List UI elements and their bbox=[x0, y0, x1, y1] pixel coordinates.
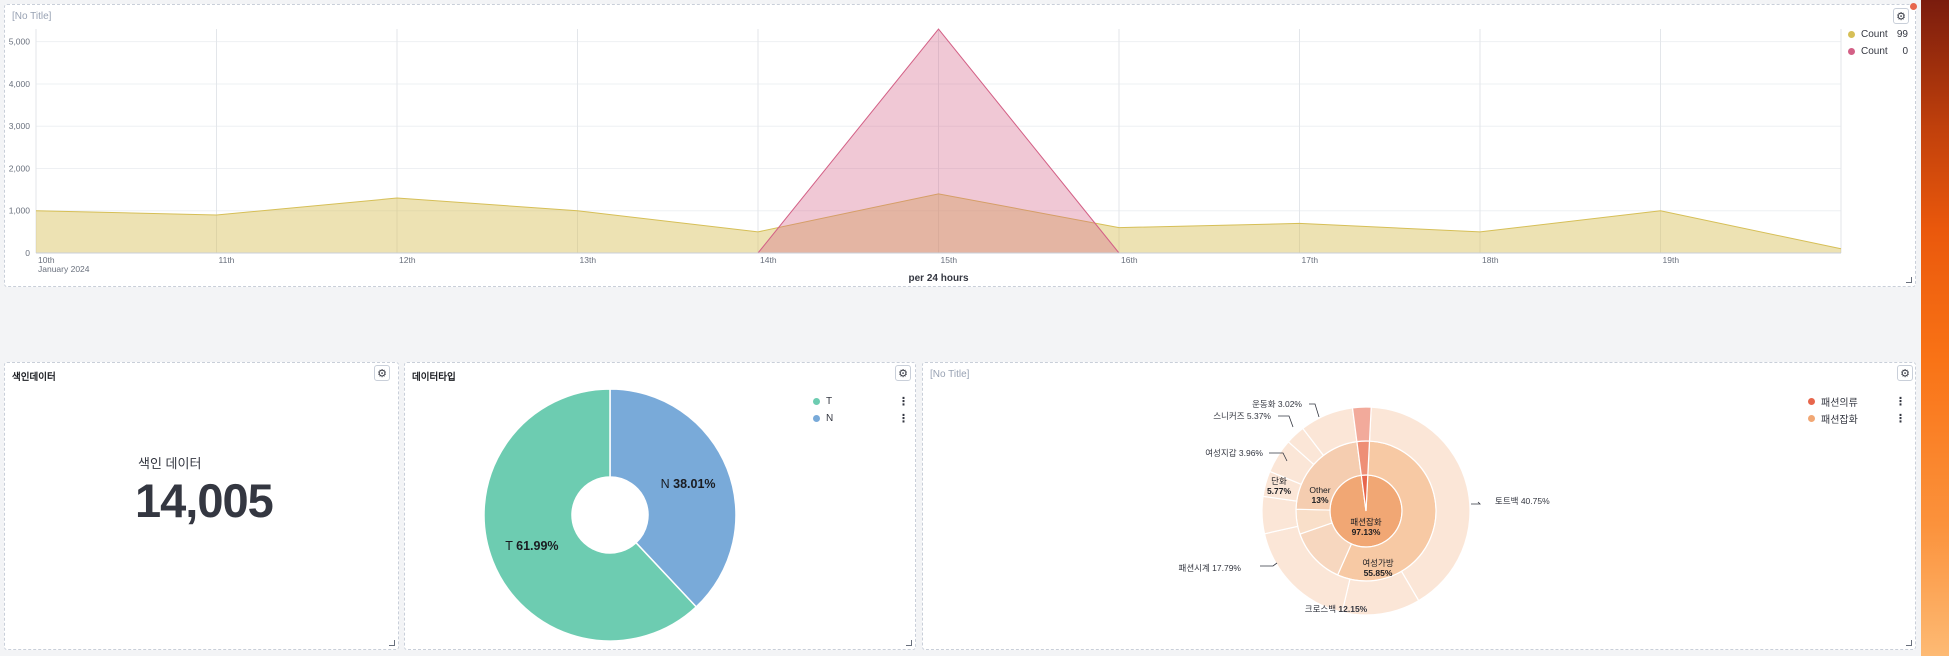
legend-label: T bbox=[826, 396, 833, 407]
resize-handle[interactable] bbox=[1906, 277, 1912, 283]
legend-dot bbox=[1808, 415, 1815, 422]
resize-handle[interactable] bbox=[1906, 640, 1912, 646]
sunburst-outer-label: 운동화 3.02% bbox=[1252, 399, 1302, 409]
desktop-wallpaper bbox=[1921, 0, 1949, 656]
x-tick-label: 16th bbox=[1121, 255, 1138, 265]
legend-item[interactable]: T ⋮ bbox=[813, 393, 909, 410]
panel-settings-gear-icon[interactable]: ⚙ bbox=[1893, 8, 1909, 24]
y-tick-label: 1,000 bbox=[9, 206, 31, 216]
legend-value: 0 bbox=[1902, 46, 1908, 57]
resize-handle[interactable] bbox=[906, 640, 912, 646]
legend-item[interactable]: Count 99 bbox=[1848, 26, 1908, 43]
donut-slice bbox=[609, 388, 737, 608]
series-line bbox=[757, 28, 1120, 254]
x-tick-label: 10th bbox=[38, 255, 55, 265]
legend-item[interactable]: Count 0 bbox=[1848, 43, 1908, 60]
metric-label: 색인 데이터 bbox=[138, 456, 202, 471]
y-tick-label: 0 bbox=[25, 248, 30, 258]
pie-panel: 데이터타입 ⚙ N 38.01% T 61.99% T ⋮ N ⋮ bbox=[404, 362, 916, 650]
legend-label: 패션잡화 bbox=[1821, 415, 1858, 426]
sunburst-outer-label: 여성지갑 3.96% bbox=[1205, 448, 1263, 458]
notification-dot bbox=[1910, 3, 1917, 10]
x-tick-label: 14th bbox=[760, 255, 777, 265]
sunburst-leader-line bbox=[1260, 562, 1278, 567]
sunburst-leader-line bbox=[1278, 415, 1294, 428]
panel-title: 색인데이터 bbox=[12, 372, 56, 383]
sunburst-middle-label: 여성가방 55.85% bbox=[1362, 558, 1393, 578]
sunburst-legend: 패션의류 ⋮ 패션잡화 ⋮ bbox=[1808, 393, 1906, 427]
x-tick-label: 18th bbox=[1482, 255, 1499, 265]
sunburst-outer-label: 토트백 40.75% bbox=[1495, 496, 1550, 506]
legend-dot bbox=[813, 398, 820, 405]
legend-options-icon[interactable]: ⋮ bbox=[1895, 396, 1906, 408]
sunburst-segment bbox=[1368, 406, 1471, 602]
panel-settings-gear-icon[interactable]: ⚙ bbox=[895, 365, 911, 381]
legend-options-icon[interactable]: ⋮ bbox=[898, 413, 909, 425]
x-tick-label: 19th bbox=[1663, 255, 1680, 265]
metric-value: 14,005 bbox=[135, 474, 274, 527]
sunburst-panel: [No Title] ⚙ 패션잡화 97.13% 여성가방 55.85% Other 13… bbox=[922, 362, 1916, 650]
sunburst-outer-label: 스니커즈 5.37% bbox=[1213, 411, 1271, 421]
legend-label: Count bbox=[1861, 46, 1888, 57]
sunburst-leader-line bbox=[1269, 452, 1288, 462]
sunburst-outer-label: 크로스백 12.15% bbox=[1305, 604, 1368, 614]
legend-label: 패션의류 bbox=[1821, 398, 1858, 409]
legend-dot bbox=[813, 415, 820, 422]
legend-dot bbox=[1848, 31, 1855, 38]
sunburst-segment bbox=[1351, 406, 1372, 443]
legend-label: Count bbox=[1861, 29, 1888, 40]
series-area bbox=[36, 193, 1841, 253]
x-axis-title: per 24 hours bbox=[908, 273, 968, 284]
legend-label: N bbox=[826, 413, 834, 424]
panel-title: [No Title] bbox=[12, 11, 52, 22]
sunburst-leader-line bbox=[1471, 501, 1481, 505]
legend-item[interactable]: N ⋮ bbox=[813, 410, 909, 427]
legend-dot bbox=[1848, 48, 1855, 55]
legend-options-icon[interactable]: ⋮ bbox=[1895, 413, 1906, 425]
area-legend: Count 99 Count 0 bbox=[1848, 26, 1908, 60]
panel-title: 데이터타입 bbox=[412, 372, 456, 383]
resize-handle[interactable] bbox=[389, 640, 395, 646]
sunburst-leader-line bbox=[1309, 403, 1320, 418]
legend-value: 99 bbox=[1896, 29, 1908, 40]
legend-item[interactable]: 패션잡화 ⋮ bbox=[1808, 410, 1906, 427]
pie-legend: T ⋮ N ⋮ bbox=[813, 393, 909, 427]
y-tick-label: 5,000 bbox=[9, 37, 31, 47]
x-tick-label: 17th bbox=[1302, 255, 1319, 265]
donut-slice-label: T 61.99% bbox=[505, 539, 558, 553]
area-chart: 0 1,000 2,000 3,000 4,000 5,000 10th 11th 12th 13… bbox=[9, 28, 1842, 284]
panel-title: [No Title] bbox=[930, 369, 970, 380]
area-chart-panel: [No Title] ⚙ 0 1,000 2,000 3,000 4,000 5,000 1… bbox=[4, 3, 1917, 287]
sunburst-center-label: 패션잡화 97.13% bbox=[1350, 517, 1381, 537]
sunburst-outer-label: 패션시계 17.79% bbox=[1179, 563, 1242, 573]
x-tick-label: 12th bbox=[399, 255, 416, 265]
y-tick-label: 2,000 bbox=[9, 163, 31, 173]
sunburst-middle-label: 단화 5.77% bbox=[1267, 476, 1292, 496]
x-tick-label: 15th bbox=[941, 255, 958, 265]
x-tick-label: 11th bbox=[219, 255, 235, 265]
x-tick-label: 13th bbox=[580, 255, 597, 265]
metric-panel: 색인데이터 ⚙ 색인 데이터 14,005 bbox=[4, 362, 399, 650]
donut-chart: N 38.01% T 61.99% bbox=[483, 388, 737, 642]
y-tick-label: 3,000 bbox=[9, 121, 31, 131]
legend-item[interactable]: 패션의류 ⋮ bbox=[1808, 393, 1906, 410]
series-line bbox=[35, 193, 1842, 250]
donut-slice bbox=[483, 388, 698, 642]
legend-dot bbox=[1808, 398, 1815, 405]
sunburst-middle-label: Other 13% bbox=[1309, 485, 1330, 505]
series-area bbox=[758, 29, 1119, 253]
panel-settings-gear-icon[interactable]: ⚙ bbox=[1897, 365, 1913, 381]
legend-options-icon[interactable]: ⋮ bbox=[898, 396, 909, 408]
panel-settings-gear-icon[interactable]: ⚙ bbox=[374, 365, 390, 381]
x-subtick-label: January 2024 bbox=[38, 264, 90, 274]
sunburst-chart: 패션잡화 97.13% 여성가방 55.85% Other 13% 단화 5.77% 토트백 4… bbox=[1179, 399, 1550, 616]
donut-slice-label: N 38.01% bbox=[661, 477, 716, 491]
y-tick-label: 4,000 bbox=[9, 79, 31, 89]
